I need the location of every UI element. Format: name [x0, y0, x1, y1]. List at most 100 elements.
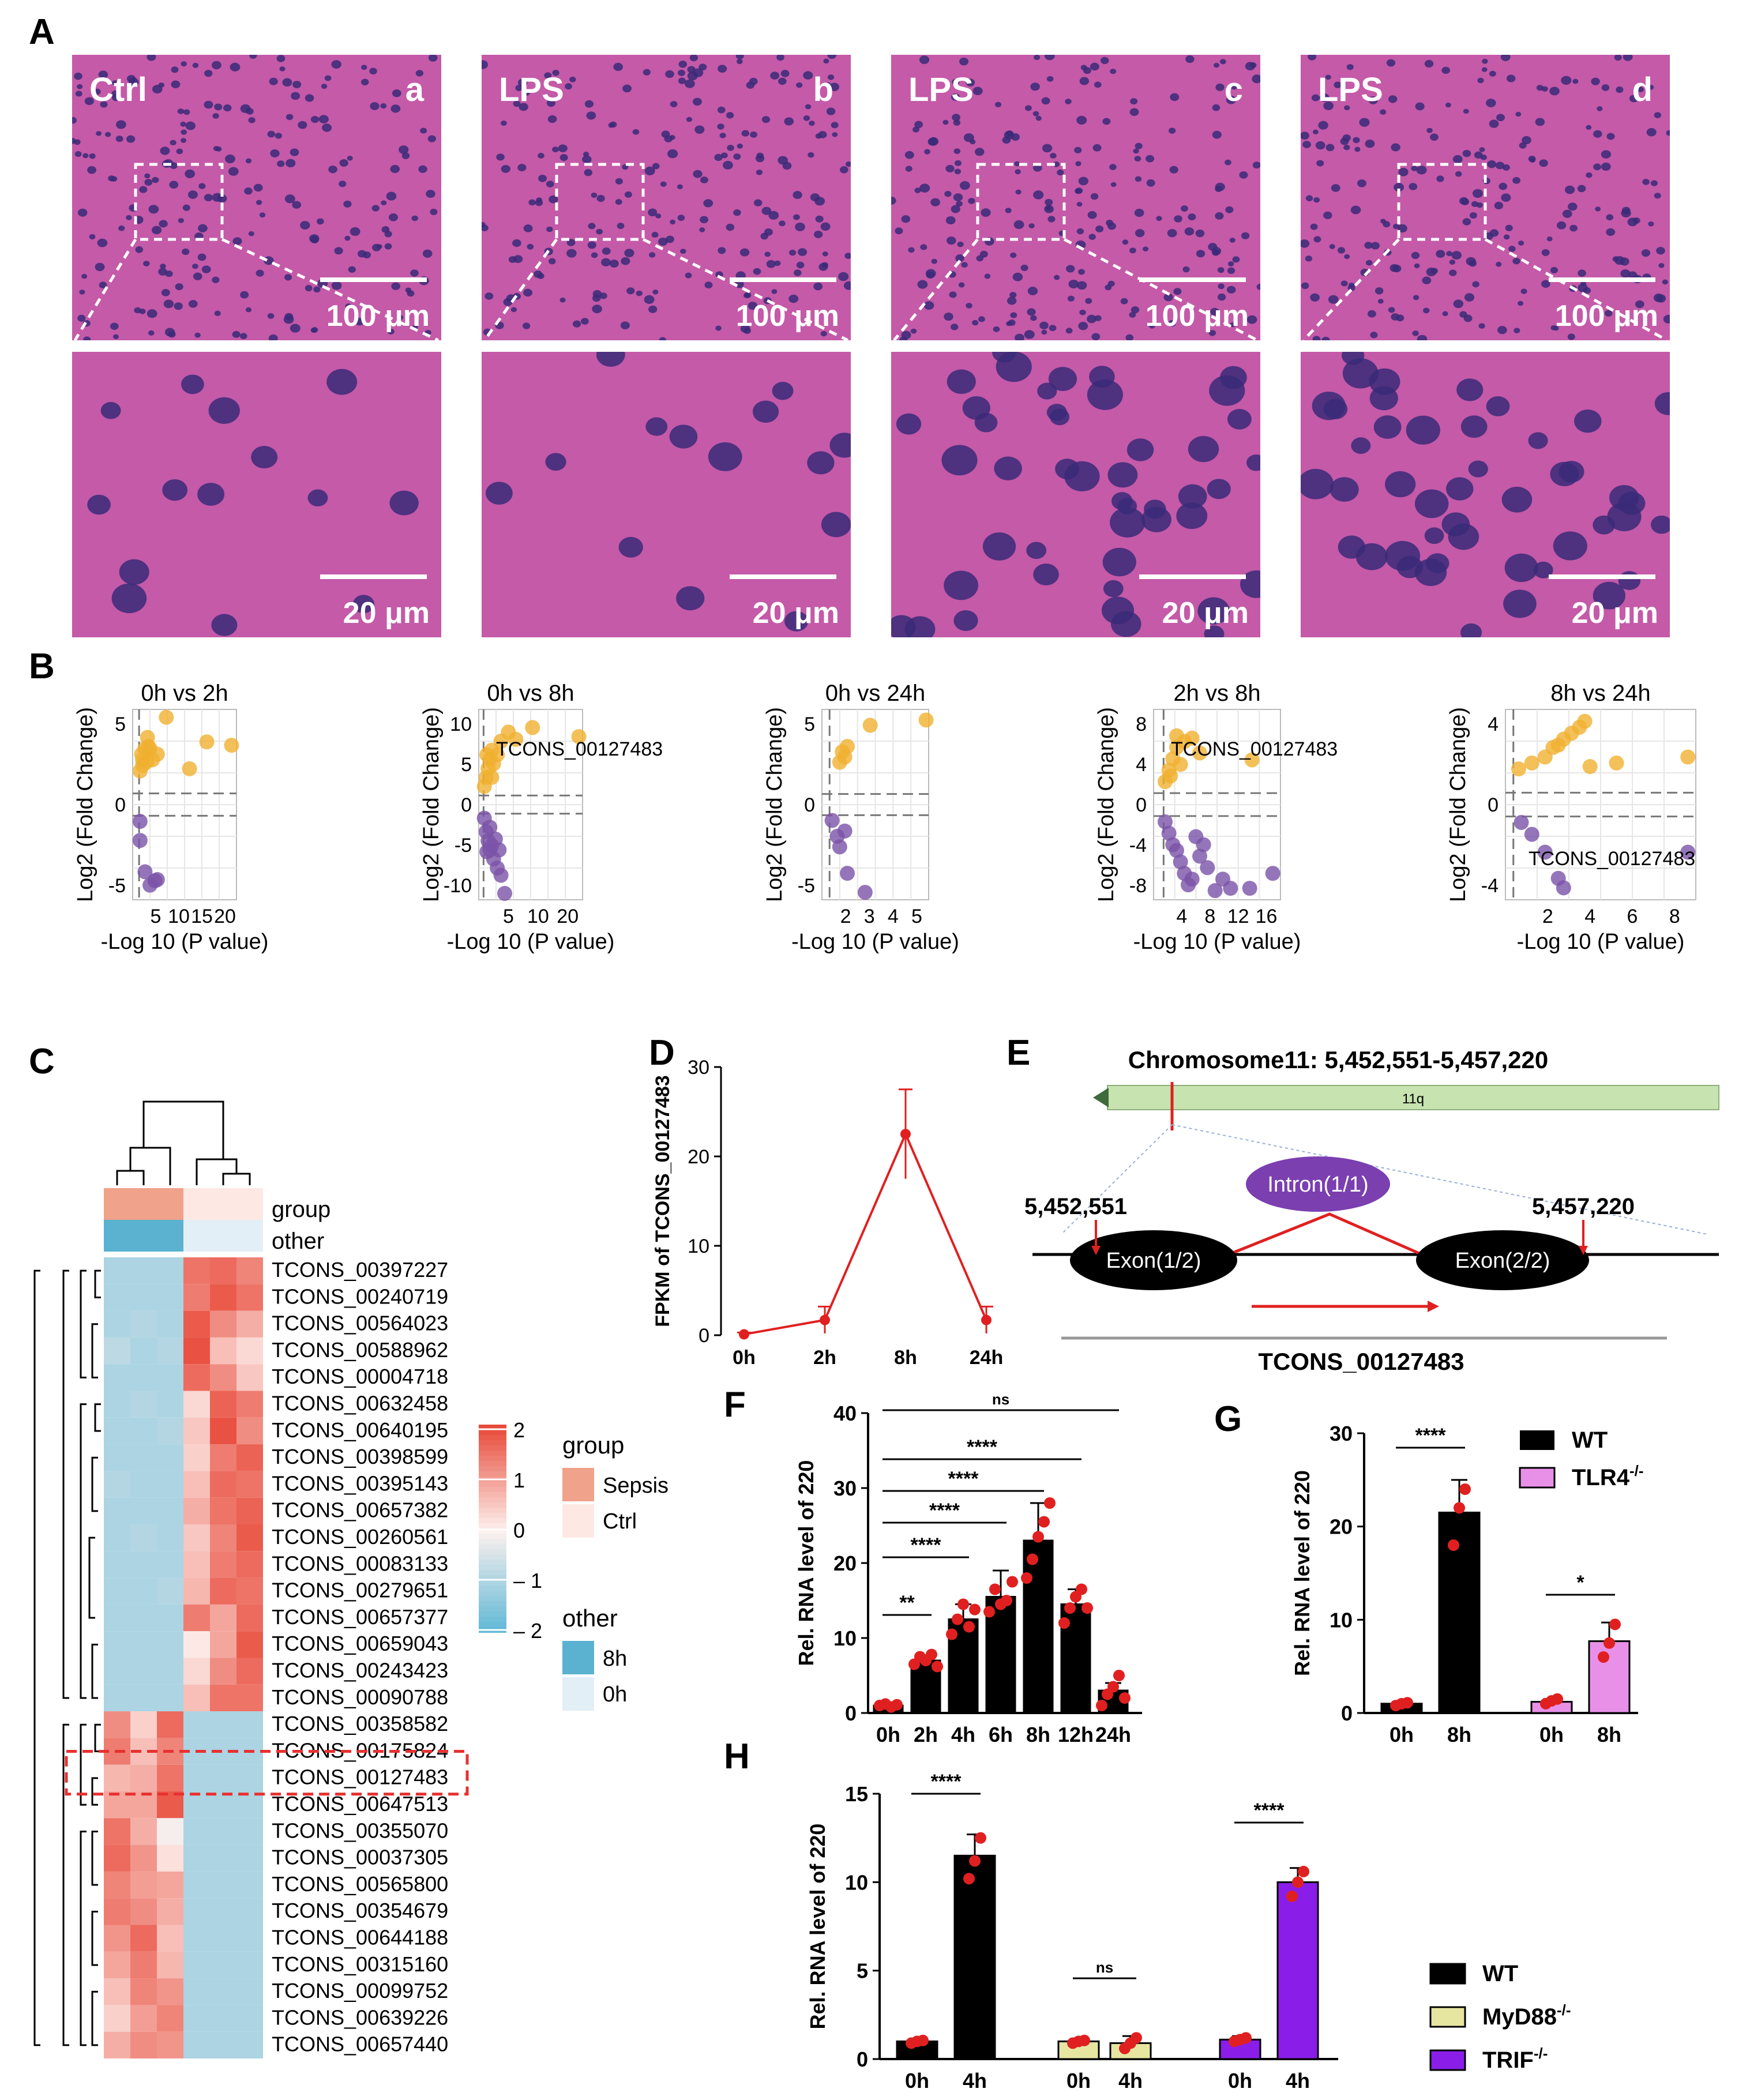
x-tick-label: 8 [1669, 906, 1680, 927]
nucleus [1188, 213, 1196, 221]
fpkm-line-chart: 0 10 20 30 FPKM of TCONS_00127483 0h 2h 8h 24h [652, 1057, 1003, 1369]
nucleus [1497, 326, 1507, 335]
replicate-point [917, 2034, 929, 2046]
nucleus [942, 119, 949, 125]
nucleus [1041, 97, 1050, 105]
point-down [1192, 848, 1207, 864]
nucleus [1469, 260, 1477, 267]
heatmap-cell [183, 1925, 210, 1952]
nucleus [292, 201, 302, 209]
nucleus [1219, 59, 1226, 65]
nucleus [720, 152, 728, 159]
x-tick-label: 20 [214, 906, 236, 927]
y-tick-label: 10 [1330, 1608, 1353, 1632]
nucleus [1087, 211, 1097, 219]
color-scale-segment [479, 1487, 506, 1493]
nucleus [1340, 280, 1348, 287]
legend-sepsis-label: Sepsis [603, 1474, 669, 1498]
nucleus [821, 512, 851, 538]
nucleus [1452, 155, 1463, 164]
panel-letter-d: D [649, 1033, 675, 1073]
color-scale-segment [479, 1508, 506, 1513]
y-axis-label: FPKM of TCONS_00127483 [652, 1075, 674, 1327]
histology-image-4-top: LPS d 100 μm [1301, 55, 1670, 340]
nucleus [1654, 112, 1661, 118]
other-annotation-cell [130, 1220, 157, 1252]
nucleus [1535, 118, 1545, 126]
nucleus [1325, 74, 1331, 80]
nucleus [1388, 95, 1398, 103]
nucleus [838, 272, 849, 281]
nucleus [1050, 153, 1057, 159]
gene-structure-diagram: Chromosome11: 5,452,551-5,457,220 11q In… [1024, 1046, 1719, 1375]
point-down [149, 872, 165, 888]
replicate-point [1032, 1531, 1044, 1543]
heatmap-cell [236, 1604, 263, 1632]
nucleus [188, 300, 198, 308]
nucleus [1094, 81, 1102, 88]
nucleus [1462, 218, 1471, 226]
nucleus [1593, 130, 1602, 138]
image-letter: a [405, 71, 425, 108]
nucleus [618, 536, 643, 558]
nucleus [305, 94, 314, 102]
x-tick-label: 24h [1095, 1723, 1131, 1746]
nucleus [952, 114, 960, 121]
row-dendrogram [94, 1723, 101, 1753]
nucleus [240, 291, 249, 299]
x-axis-label: -Log 10 (P value) [101, 930, 269, 954]
nucleus [1377, 299, 1384, 304]
nucleus [1417, 335, 1428, 340]
color-scale-segment [479, 1575, 506, 1581]
nucleus [996, 352, 1032, 382]
heatmap-cell [104, 1844, 130, 1872]
nucleus [318, 115, 329, 123]
color-scale-segment [479, 1497, 506, 1503]
nucleus [1075, 187, 1083, 194]
nucleus [959, 57, 969, 66]
x-tick-label: 10 [168, 906, 190, 927]
nucleus [693, 97, 702, 106]
nucleus [161, 288, 170, 296]
point-down [1207, 883, 1223, 899]
heatmap-cell [210, 1257, 236, 1284]
replicate-point [963, 1873, 975, 1885]
nucleus [1453, 299, 1464, 309]
nucleus [1210, 307, 1219, 316]
x-tick-label: 12 [1227, 906, 1249, 927]
nucleus [74, 72, 82, 80]
heatmap-cell [210, 1284, 236, 1311]
heatmap-cell [236, 1844, 263, 1872]
nucleus [270, 149, 280, 157]
nucleus [1541, 280, 1550, 288]
x-axis-label: -Log 10 (P value) [447, 930, 615, 954]
tissue-background [482, 352, 851, 637]
nucleus [820, 222, 831, 231]
nucleus [1549, 87, 1560, 96]
y-tick-label: 20 [688, 1146, 709, 1168]
scale-tick-label: 2 [513, 1418, 525, 1442]
point-up [571, 729, 587, 745]
nucleus [389, 490, 419, 516]
color-scale-segment [479, 1539, 506, 1545]
y-tick-label: 0 [857, 2048, 868, 2071]
nucleus [1169, 166, 1178, 174]
heatmap-cell [236, 1658, 263, 1685]
nucleus [248, 231, 254, 236]
histology-image-1-top: Ctrl a 100 μm [72, 55, 441, 340]
nucleus [546, 226, 553, 232]
point-down [1223, 881, 1238, 896]
color-scale-segment [479, 1471, 506, 1477]
nucleus [313, 286, 321, 293]
x-tick-label: 0h [1066, 2069, 1091, 2093]
nucleus [1079, 309, 1086, 315]
nucleus [582, 155, 592, 164]
heatmap-cell [210, 1978, 236, 2005]
nucleus [588, 223, 596, 230]
nucleus [1246, 454, 1260, 471]
nucleus [162, 479, 188, 501]
nucleus [386, 191, 397, 201]
nucleus [112, 334, 119, 340]
color-scale-segment [479, 1518, 506, 1524]
nucleus [827, 55, 837, 59]
